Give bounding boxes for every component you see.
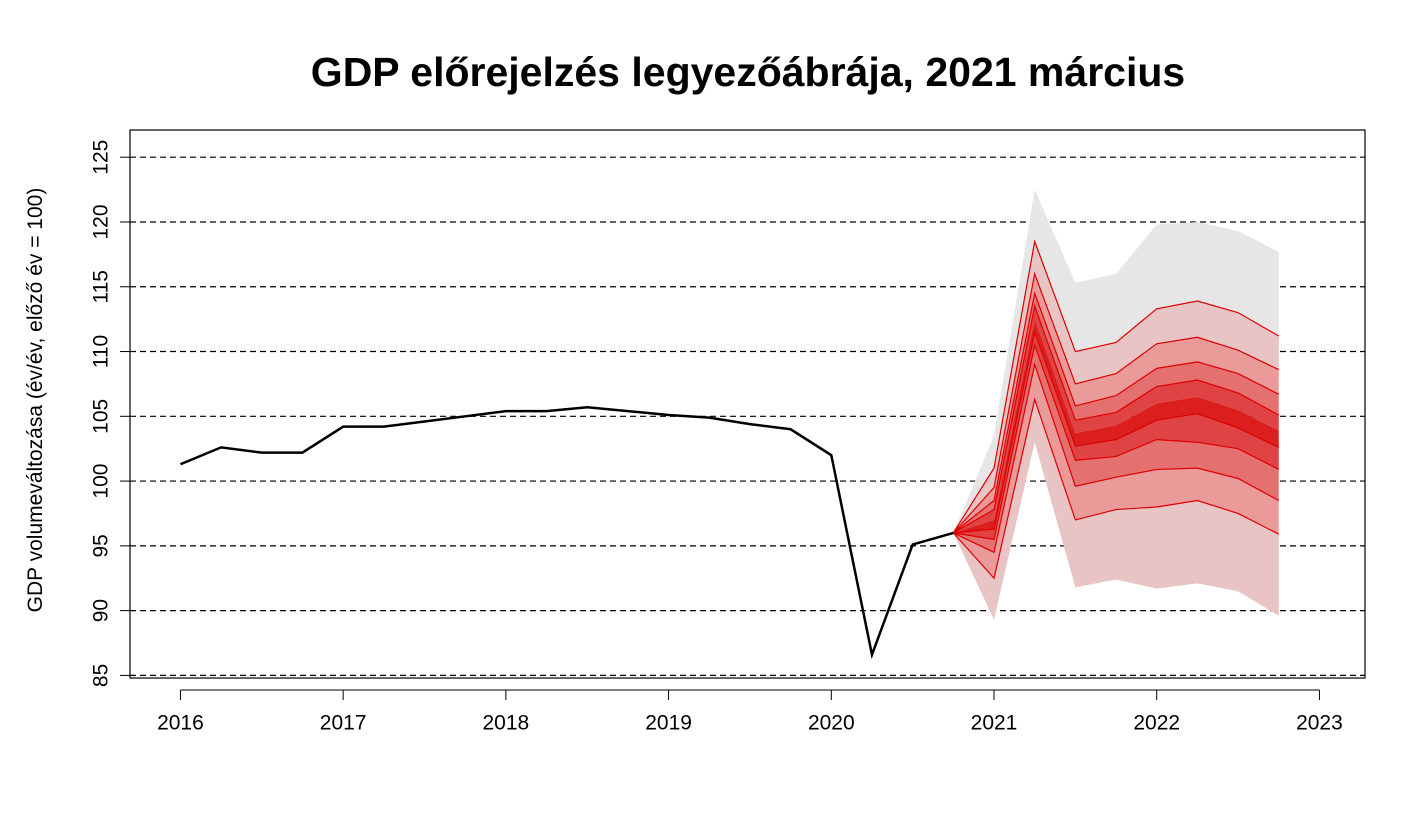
- y-tick-label: 120: [90, 204, 113, 239]
- x-tick-label: 2016: [157, 712, 204, 735]
- x-tick-label: 2020: [808, 712, 855, 735]
- y-tick-label: 90: [90, 599, 113, 622]
- y-axis-label: GDP volumeváltozása (év/év, előző év = 1…: [24, 188, 47, 613]
- x-tick-label: 2023: [1296, 712, 1343, 735]
- fan-quantile-line: [953, 329, 1280, 534]
- y-tick-label: 85: [90, 664, 113, 687]
- chart-title: GDP előrejelzés legyezőábrája, 2021 márc…: [311, 49, 1185, 95]
- x-tick-label: 2022: [1133, 712, 1180, 735]
- x-tick-label: 2019: [645, 712, 692, 735]
- fan-quantile-line: [952, 397, 1280, 580]
- fan-band: [953, 189, 1279, 533]
- plot-frame: [129, 129, 1366, 679]
- x-tick-label: 2021: [971, 712, 1018, 735]
- fan-band: [953, 273, 1279, 533]
- y-tick-label: 115: [90, 270, 113, 303]
- fan-band: [953, 319, 1279, 533]
- fan-quantile-line: [953, 362, 1280, 554]
- fan-band: [953, 241, 1279, 533]
- y-tick-label: 105: [90, 399, 113, 434]
- fan-quantile-line: [953, 342, 1280, 541]
- fan-quantile-line: [952, 239, 1280, 534]
- fan-quantile-line: [953, 303, 1280, 534]
- fan-band: [953, 345, 1279, 553]
- y-tick-label: 100: [90, 464, 113, 499]
- fan-quantile-line: [952, 271, 1280, 534]
- fan-band: [953, 293, 1279, 533]
- fan-band: [953, 399, 1279, 620]
- fan-band: [953, 332, 1279, 540]
- fan-band: [953, 306, 1279, 533]
- x-tick-label: 2018: [483, 712, 530, 735]
- history-line: [179, 405, 954, 660]
- x-tick-label: 2017: [320, 712, 367, 735]
- y-tick-label: 110: [90, 335, 113, 368]
- fan-quantile-line: [952, 290, 1280, 534]
- fan-band: [953, 364, 1279, 579]
- y-tick-label: 125: [90, 140, 113, 175]
- y-tick-label: 95: [90, 534, 113, 557]
